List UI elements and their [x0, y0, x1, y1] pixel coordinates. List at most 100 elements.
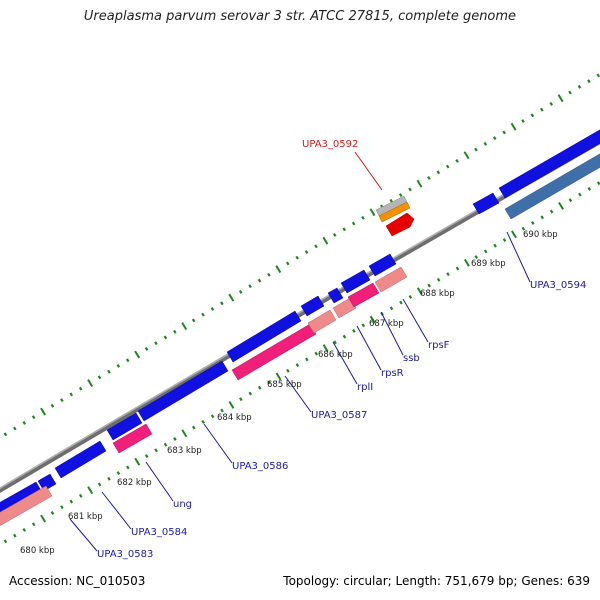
gene-label: rpsR: [381, 368, 404, 379]
tick-label: 686 kbp: [318, 350, 353, 360]
tick-label: 687 kbp: [369, 319, 404, 329]
gene-label: UPA3_0584: [131, 527, 187, 538]
tick-mark: [210, 414, 215, 419]
tick-mark: [40, 514, 47, 523]
cds-feature: [327, 287, 344, 304]
tick-mark: [181, 322, 188, 331]
cds-feature: [340, 269, 371, 294]
cds-feature: [374, 266, 408, 293]
tick-mark: [69, 392, 74, 397]
leader-line: [101, 491, 132, 530]
gene-label-layer: UPA3_0583 UPA3_0584 ung UPA3_0586 UPA3_0587 r…: [97, 139, 586, 560]
tick-mark: [116, 471, 121, 476]
tick-mark: [342, 227, 346, 232]
tick-mark: [40, 407, 46, 416]
tick-mark: [369, 315, 376, 324]
cds-feature: [137, 360, 229, 422]
tick-mark: [3, 432, 8, 437]
rrna-feature: [378, 201, 411, 223]
tick-mark: [333, 233, 337, 237]
tick-mark: [267, 272, 271, 277]
tick-label: 688 kbp: [420, 289, 455, 299]
tick-mark: [416, 287, 423, 296]
tick-mark: [549, 102, 553, 106]
cds-feature: [472, 192, 500, 215]
tick-mark: [342, 334, 347, 339]
cds-feature: [106, 412, 143, 441]
gene-label: UPA3_0587: [311, 410, 367, 421]
tick-mark: [191, 318, 196, 323]
tick-mark: [220, 408, 224, 413]
tick-mark: [87, 486, 94, 495]
tick-label: 684 kbp: [217, 413, 252, 423]
tick-mark: [492, 136, 497, 141]
cds-feature: [37, 473, 57, 492]
tick-mark: [116, 364, 121, 368]
tick-mark: [436, 277, 441, 282]
tick-mark: [295, 363, 300, 368]
tick-mark: [557, 94, 564, 103]
tick-mark: [248, 284, 252, 289]
tick-mark: [248, 391, 253, 396]
tick-mark: [173, 329, 177, 334]
tick-mark: [389, 306, 394, 311]
tick-mark: [154, 448, 158, 453]
cds-feature: [54, 440, 107, 479]
tick-mark: [578, 192, 582, 197]
gene-label: ung: [173, 499, 192, 510]
tick-mark: [577, 84, 582, 89]
tick-mark: [201, 420, 205, 424]
tick-mark: [549, 209, 554, 214]
tick-mark: [455, 158, 459, 163]
tick-mark: [322, 236, 329, 245]
gene-label: UPA3_0586: [232, 461, 288, 472]
cds-feature: [504, 153, 600, 220]
tick-mark: [352, 329, 356, 333]
tick-mark: [436, 170, 441, 175]
tick-mark: [60, 505, 64, 510]
inner-tick-ring: [3, 181, 600, 544]
map-title: Ureaplasma parvum serovar 3 str. ATCC 27…: [83, 9, 517, 24]
tick-mark: [314, 351, 318, 356]
cds-feature: [112, 423, 153, 454]
tick-mark: [134, 457, 141, 466]
tick-mark: [511, 230, 517, 239]
tick-mark: [493, 243, 497, 248]
tick-mark: [239, 397, 243, 402]
cds-feature: [231, 323, 317, 381]
tick-mark: [416, 179, 423, 188]
tick-mark: [78, 386, 83, 391]
tick-label: 690 kbp: [523, 230, 558, 240]
tick-mark: [60, 398, 64, 403]
tick-mark: [3, 539, 8, 544]
leader-line: [402, 298, 429, 343]
tick-mark: [427, 283, 431, 288]
cds-feature: [498, 129, 600, 199]
tick-mark: [97, 375, 102, 380]
tick-mark: [163, 442, 168, 447]
cds-feature: [0, 485, 53, 527]
tick-mark: [134, 350, 141, 359]
tick-mark: [587, 79, 591, 84]
tick-mark: [587, 186, 592, 191]
tick-mark: [596, 181, 600, 186]
tick-mark: [502, 130, 506, 135]
tick-mark: [154, 341, 158, 346]
tick-mark: [275, 372, 282, 381]
tick-mark: [510, 122, 517, 131]
tick-mark: [568, 198, 573, 203]
tick-mark: [463, 258, 470, 267]
tick-mark: [286, 368, 290, 373]
tick-mark: [530, 113, 535, 118]
tick-mark: [97, 482, 102, 487]
leader-line: [203, 423, 233, 464]
tick-mark: [220, 301, 224, 306]
leader-line: [145, 461, 174, 502]
tick-mark: [351, 221, 356, 226]
tick-mark: [369, 208, 376, 217]
tick-mark: [483, 141, 488, 146]
tick-mark: [389, 198, 394, 203]
tick-mark: [191, 425, 196, 430]
cds-feature: [347, 282, 380, 308]
